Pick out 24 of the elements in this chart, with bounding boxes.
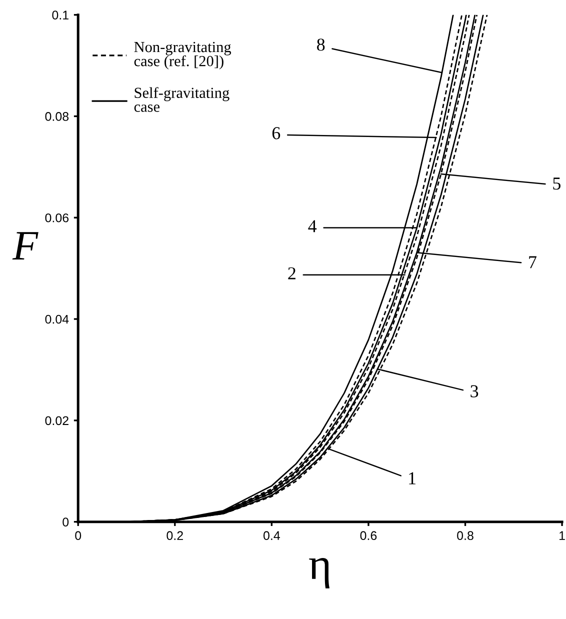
annotation: 6 — [272, 127, 280, 140]
x-tick-label: 0.4 — [263, 531, 280, 540]
x-tick-label: 0.8 — [457, 531, 474, 540]
x-axis-title: η — [309, 558, 330, 588]
x-tick-label: 0 — [75, 531, 82, 540]
y-tick-label: 0.04 — [45, 314, 69, 324]
annotation: 7 — [529, 256, 536, 268]
y-tick-label: 0.06 — [45, 213, 69, 222]
annotation: 1 — [409, 472, 416, 484]
annotation: 8 — [317, 38, 325, 51]
x-tick-label: 1 — [560, 531, 565, 540]
y-tick-label: 0 — [62, 518, 69, 526]
y-tick-label: 0.08 — [45, 112, 69, 121]
annotation: 2 — [288, 267, 296, 280]
y-tick-label: 0.1 — [52, 10, 68, 20]
annotation: Self-gravitating case — [134, 87, 230, 112]
annotation: Non-gravitating case (ref. [20]) — [134, 42, 232, 70]
x-tick-label: 0.6 — [360, 531, 377, 540]
annotation: 4 — [308, 220, 317, 232]
y-tick-label: 0.02 — [45, 416, 68, 426]
annotation: 5 — [553, 178, 560, 190]
x-tick-label: 0.2 — [166, 531, 183, 540]
annotation: 3 — [470, 385, 478, 398]
y-axis-title: F — [12, 232, 38, 260]
